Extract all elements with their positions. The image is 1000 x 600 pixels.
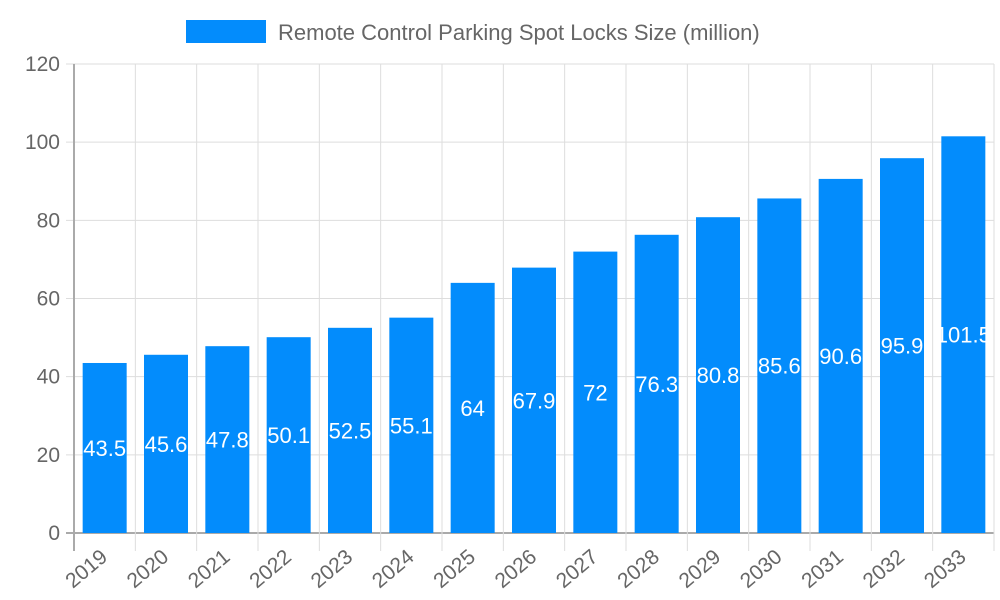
y-tick-label: 100 <box>25 131 60 154</box>
bar <box>573 251 618 533</box>
y-tick-label: 60 <box>37 288 60 311</box>
bar <box>634 234 679 533</box>
x-tick-label: 2028 <box>613 545 664 593</box>
bar <box>512 267 556 533</box>
x-tick-label: 2030 <box>736 545 787 593</box>
bar <box>757 198 802 534</box>
data-label: 85.6 <box>758 354 801 379</box>
data-label: 64 <box>460 396 484 421</box>
y-tick-label: 120 <box>25 53 60 76</box>
x-tick-label: 2020 <box>123 545 174 593</box>
data-label: 80.8 <box>697 363 740 388</box>
x-tick-label: 2023 <box>307 545 358 593</box>
data-label: 47.8 <box>206 428 249 453</box>
x-tick-label: 2032 <box>859 545 910 593</box>
data-label: 101.5 <box>936 323 991 348</box>
data-label: 55.1 <box>390 413 433 438</box>
data-label: 72 <box>583 380 607 405</box>
legend[interactable]: Remote Control Parking Spot Locks Size (… <box>186 20 760 45</box>
data-label: 52.5 <box>329 418 372 443</box>
x-tick-label: 2025 <box>429 545 480 593</box>
bar <box>696 217 740 533</box>
bar <box>82 362 127 533</box>
y-tick-label: 0 <box>48 522 60 545</box>
x-tick-label: 2019 <box>61 545 112 593</box>
data-label: 50.1 <box>267 423 310 448</box>
bar <box>941 136 986 533</box>
bar <box>389 317 434 533</box>
bar <box>144 354 188 533</box>
legend-swatch <box>186 20 266 43</box>
bar <box>880 158 924 533</box>
bar <box>328 327 372 533</box>
data-label: 43.5 <box>83 436 126 461</box>
data-label: 45.6 <box>145 432 188 457</box>
x-tick-label: 2027 <box>552 545 603 593</box>
legend-label: Remote Control Parking Spot Locks Size (… <box>278 20 760 45</box>
x-tick-label: 2021 <box>184 545 235 593</box>
x-tick-label: 2022 <box>245 545 296 593</box>
data-label: 90.6 <box>819 344 862 369</box>
bars: 43.5 45.6 47.8 50.1 52.5 55.1 64 67.9 72 76.3 80.8… <box>82 136 991 534</box>
data-label: 95.9 <box>881 334 924 359</box>
x-tick-label: 2033 <box>920 545 971 593</box>
bar <box>818 178 863 533</box>
x-tick-label: 2024 <box>368 545 419 593</box>
y-tick-label: 80 <box>37 209 60 232</box>
bar <box>205 346 250 533</box>
y-tick-label: 20 <box>37 444 60 467</box>
data-label: 67.9 <box>513 388 556 413</box>
x-tick-label: 2031 <box>797 545 848 593</box>
x-tick-label: 2029 <box>675 545 726 593</box>
y-tick-label: 40 <box>37 366 60 389</box>
bar <box>266 337 311 533</box>
x-tick-label: 2026 <box>491 545 542 593</box>
grid <box>66 63 995 551</box>
bar <box>450 282 495 533</box>
data-label: 76.3 <box>635 372 678 397</box>
